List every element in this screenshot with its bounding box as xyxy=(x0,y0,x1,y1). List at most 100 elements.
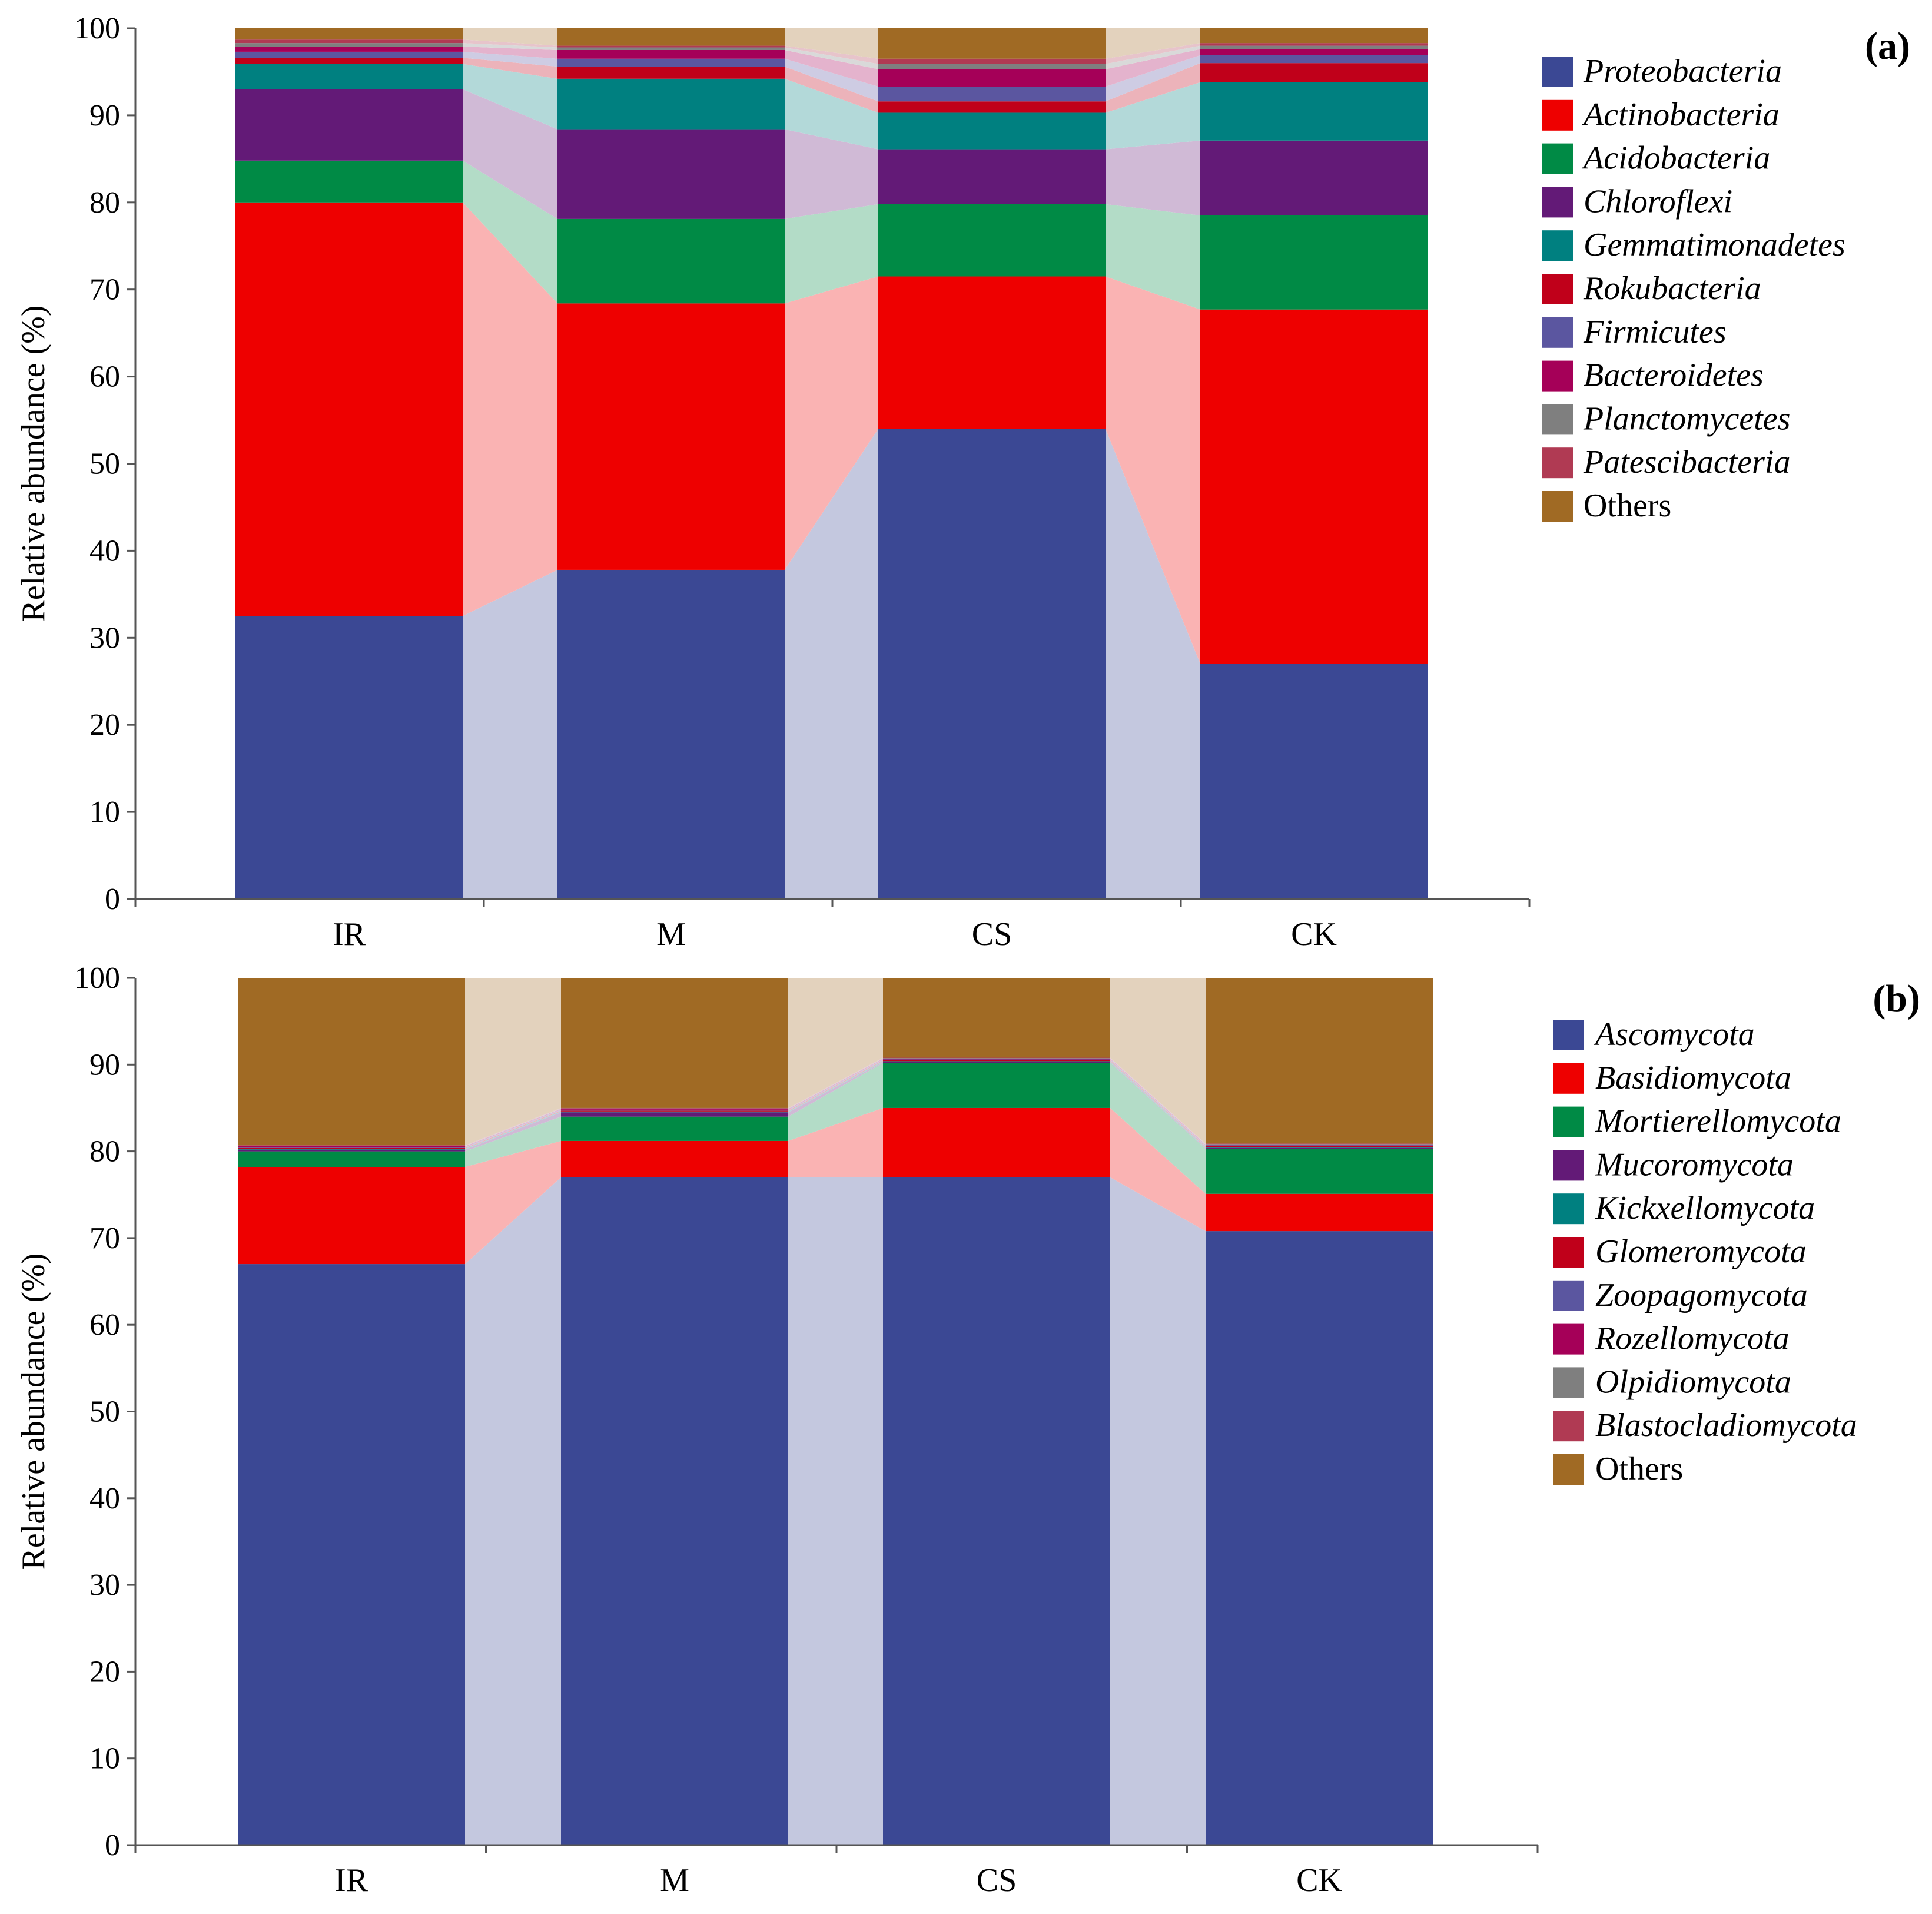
connector-proteobacteria-3 xyxy=(1106,429,1200,899)
bar-m-glomeromycota xyxy=(561,1110,788,1112)
bar-ck-others xyxy=(1206,978,1433,1144)
connector-firmicutes-1 xyxy=(463,51,557,67)
bar-cs-rokubacteria xyxy=(878,101,1106,113)
bar-ck-acidobacteria xyxy=(1200,215,1428,310)
connector-mucoromycota-3 xyxy=(1110,1062,1206,1149)
bar-cs-others xyxy=(878,28,1106,59)
legend-label-ascomycota: Ascomycota xyxy=(1593,1016,1755,1053)
bar-cs-patescibacteria xyxy=(878,58,1106,64)
bar-ir-others xyxy=(238,978,465,1146)
connector-mortierellomycota-2 xyxy=(788,1063,883,1141)
bar-ir-basidiomycota xyxy=(238,1167,465,1265)
legend-label-acidobacteria: Acidobacteria xyxy=(1581,140,1770,177)
bar-cs-proteobacteria xyxy=(878,429,1106,899)
legend-swatch-zoopagomycota xyxy=(1553,1280,1584,1311)
legend-label-kickxellomycota: Kickxellomycota xyxy=(1595,1190,1815,1226)
connector-kickxellomycota-3 xyxy=(1110,1061,1206,1148)
bar-ir-acidobacteria xyxy=(235,160,463,203)
legend-label-basidiomycota: Basidiomycota xyxy=(1595,1060,1791,1096)
legend-swatch-bacteroidetes xyxy=(1542,360,1573,392)
connector-actinobacteria-1 xyxy=(463,202,557,616)
bar-cs-planctomycetes xyxy=(878,64,1106,69)
connector-gemmatimonadetes-2 xyxy=(785,78,878,150)
connector-bacteroidetes-1 xyxy=(463,47,557,59)
y-tick-label-60: 60 xyxy=(89,1308,120,1342)
y-tick-label-80: 80 xyxy=(89,1135,120,1169)
connector-planctomycetes-2 xyxy=(785,47,878,69)
connector-rozellomycota-2 xyxy=(788,1058,883,1110)
bar-ck-others xyxy=(1200,28,1428,44)
bar-cs-zoopagomycota xyxy=(883,1059,1110,1060)
y-axis-title: Relative abundance (%) xyxy=(15,1253,52,1570)
y-tick-label-20: 20 xyxy=(89,1655,120,1689)
legend-label-blastocladiomycota: Blastocladiomycota xyxy=(1595,1407,1857,1444)
connector-mortierellomycota-3 xyxy=(1110,1063,1206,1194)
connector-zoopagomycota-2 xyxy=(788,1059,883,1111)
connector-ascomycota-2 xyxy=(788,1177,883,1845)
connector-firmicutes-3 xyxy=(1106,55,1200,102)
bar-m-bacteroidetes xyxy=(557,49,785,59)
bar-ir-mortierellomycota xyxy=(238,1151,465,1167)
legend-swatch-patescibacteria xyxy=(1542,447,1573,479)
bar-m-mortierellomycota xyxy=(561,1116,788,1141)
legend-label-olpidiomycota: Olpidiomycota xyxy=(1595,1364,1791,1400)
connector-others-3 xyxy=(1110,978,1206,1144)
connector-bands xyxy=(465,978,1206,1845)
connector-acidobacteria-2 xyxy=(785,204,878,304)
x-tick-label-ck: CK xyxy=(1291,916,1337,953)
bar-cs-firmicutes xyxy=(878,87,1106,102)
connector-planctomycetes-1 xyxy=(463,43,557,50)
bar-cs-actinobacteria xyxy=(878,276,1106,429)
y-tick-label-40: 40 xyxy=(89,1482,120,1515)
connector-others-2 xyxy=(788,978,883,1108)
bar-ck-patescibacteria xyxy=(1200,43,1428,46)
connector-zoopagomycota-1 xyxy=(465,1109,561,1148)
panel-b: 0 10 20 30 40 50 60 70 80 90 100 IR M CS CK Relative ab… xyxy=(15,961,1920,1899)
bar-cs-ascomycota xyxy=(883,1177,1110,1845)
bar-ck-rokubacteria xyxy=(1200,63,1428,82)
connector-rokubacteria-1 xyxy=(463,58,557,79)
bar-ir-chloroflexi xyxy=(235,89,463,161)
bar-m-rokubacteria xyxy=(557,67,785,79)
bar-ir-gemmatimonadetes xyxy=(235,64,463,89)
legend-label-rozellomycota: Rozellomycota xyxy=(1595,1321,1790,1357)
legend: Proteobacteria Actinobacteria Acidobacteri… xyxy=(1542,53,1845,524)
legend: Ascomycota Basidiomycota Mortierellomycota… xyxy=(1553,1016,1857,1487)
connector-blastocladiomycota-2 xyxy=(788,1057,883,1109)
x-tick-label-ir: IR xyxy=(333,916,366,953)
legend-label-rokubacteria: Rokubacteria xyxy=(1583,270,1761,307)
connector-glomeromycota-2 xyxy=(788,1060,883,1112)
connector-ascomycota-1 xyxy=(465,1177,561,1845)
bar-m-ascomycota xyxy=(561,1177,788,1845)
bar-m-proteobacteria xyxy=(557,569,785,899)
connector-olpidiomycota-3 xyxy=(1110,1058,1206,1145)
bar-ir-mucoromycota xyxy=(238,1149,465,1152)
connector-mucoromycota-2 xyxy=(788,1062,883,1117)
connector-planctomycetes-3 xyxy=(1106,45,1200,69)
bar-m-actinobacteria xyxy=(557,303,785,570)
connector-proteobacteria-2 xyxy=(785,429,878,899)
bar-ir-blastocladiomycota xyxy=(238,1145,465,1146)
legend-label-mortierellomycota: Mortierellomycota xyxy=(1595,1103,1841,1140)
y-tick-label-0: 0 xyxy=(105,883,120,916)
y-tick-label-10: 10 xyxy=(89,795,120,829)
legend-swatch-olpidiomycota xyxy=(1553,1367,1584,1398)
connector-olpidiomycota-2 xyxy=(788,1058,883,1109)
x-tick-label-ck: CK xyxy=(1296,1862,1342,1899)
bar-ck-gemmatimonadetes xyxy=(1200,82,1428,141)
bar-ck-planctomycetes xyxy=(1200,45,1428,49)
panel-label: (a) xyxy=(1865,25,1910,68)
y-tick-label-30: 30 xyxy=(89,1568,120,1602)
connector-others-2 xyxy=(785,28,878,59)
bar-ir-planctomycetes xyxy=(235,43,463,47)
legend-swatch-planctomycetes xyxy=(1542,404,1573,435)
bars xyxy=(238,978,1433,1845)
bar-ir-patescibacteria xyxy=(235,39,463,44)
bar-cs-others xyxy=(883,978,1110,1058)
bar-m-others xyxy=(561,978,788,1108)
legend-label-others: Others xyxy=(1584,487,1671,524)
x-tick-label-cs: CS xyxy=(977,1862,1017,1899)
bar-ir-actinobacteria xyxy=(235,202,463,616)
bar-cs-bacteroidetes xyxy=(878,69,1106,87)
